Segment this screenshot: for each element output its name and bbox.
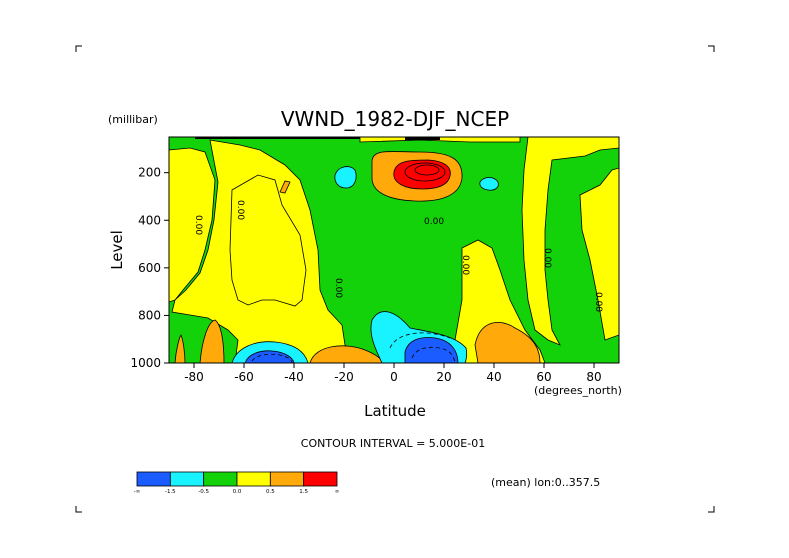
colorbar-swatch	[203, 471, 238, 487]
field-yellow-northeast	[521, 137, 619, 346]
negative-contours	[251, 332, 456, 363]
field-cyan-northeast	[479, 177, 499, 191]
y-axis: 200 400 600 800 1000	[130, 166, 169, 370]
contour-label-6: 0.00	[542, 248, 552, 268]
x-tick-label: 60	[536, 370, 551, 384]
field-blue-southwest	[244, 350, 295, 363]
y-tick-label: 600	[138, 261, 161, 275]
y-tick-label: 1000	[130, 356, 161, 370]
field-orange-west1	[199, 319, 225, 363]
contour-labels: 0.00 0.00 0.00 0.00 0.00 0.00 0.00	[193, 200, 603, 312]
field-orange-south	[474, 321, 541, 363]
x-tick-label: -20	[334, 370, 354, 384]
colorbar-label: -0.5	[198, 489, 209, 495]
mean-text: (mean) lon:0..357.5	[491, 476, 600, 489]
colorbar-label: -∞	[134, 489, 141, 495]
y-unit-label: (millibar)	[108, 113, 158, 126]
x-unit-label: (degrees_north)	[534, 384, 622, 397]
colorbar-label: -1.5	[165, 489, 176, 495]
field-yellow-west-band	[229, 174, 307, 307]
colorbar-swatch	[236, 471, 271, 487]
y-tick-label: 800	[138, 308, 161, 322]
x-tick-label: -80	[184, 370, 204, 384]
colorbar-label: ∞	[335, 489, 340, 495]
x-axis-label: Latitude	[364, 402, 426, 420]
contour-label-5: 0.00	[460, 255, 470, 275]
x-tick-label: 0	[390, 370, 398, 384]
field-blue-south	[404, 337, 459, 363]
colorbar-label: 0.5	[266, 489, 275, 495]
colorbar-swatch	[269, 471, 305, 487]
contour-label-1: 0.00	[235, 200, 245, 220]
x-tick-label: 20	[436, 370, 451, 384]
contour-label-4: 0.00	[333, 278, 343, 298]
y-axis-label: Level	[108, 230, 126, 270]
field-orange-west2	[174, 334, 186, 363]
y-tick-label: 400	[138, 213, 161, 227]
contour-label-7: 0.00	[593, 292, 603, 312]
x-tick-label: -60	[234, 370, 254, 384]
y-tick-label: 200	[138, 166, 161, 180]
field-top-band-2	[405, 137, 440, 140]
x-axis: -80 -60 -40 -20 0 20 40 60 80	[184, 363, 602, 384]
contour-interval-text: CONTOUR INTERVAL = 5.000E-01	[301, 437, 485, 450]
field-yellow-west	[169, 147, 216, 303]
contour-label-3: 0.00	[424, 217, 444, 227]
colorbar-swatch	[303, 471, 338, 487]
chart-title: VWND_1982-DJF_NCEP	[281, 107, 509, 131]
field-yellow-far-east	[579, 167, 619, 341]
x-tick-label: 40	[486, 370, 501, 384]
field-orange-small	[279, 180, 291, 194]
colorbar-label: 0.0	[233, 489, 242, 495]
x-tick-label: -40	[284, 370, 304, 384]
colorbar-swatch	[169, 471, 205, 487]
field-cyan-north	[334, 166, 357, 189]
colorbar-label: 1.5	[299, 489, 308, 495]
x-tick-label: 80	[586, 370, 601, 384]
corner-marks	[75, 45, 715, 513]
red-core-contours	[404, 162, 446, 182]
contour-label-2: 0.00	[193, 215, 203, 235]
colorbar-swatch	[136, 471, 171, 487]
colorbar: -∞ -1.5 -0.5 0.0 0.5 1.5 ∞	[134, 471, 340, 495]
contour-field: 0.00 0.00 0.00 0.00 0.00 0.00 0.00	[169, 137, 619, 363]
